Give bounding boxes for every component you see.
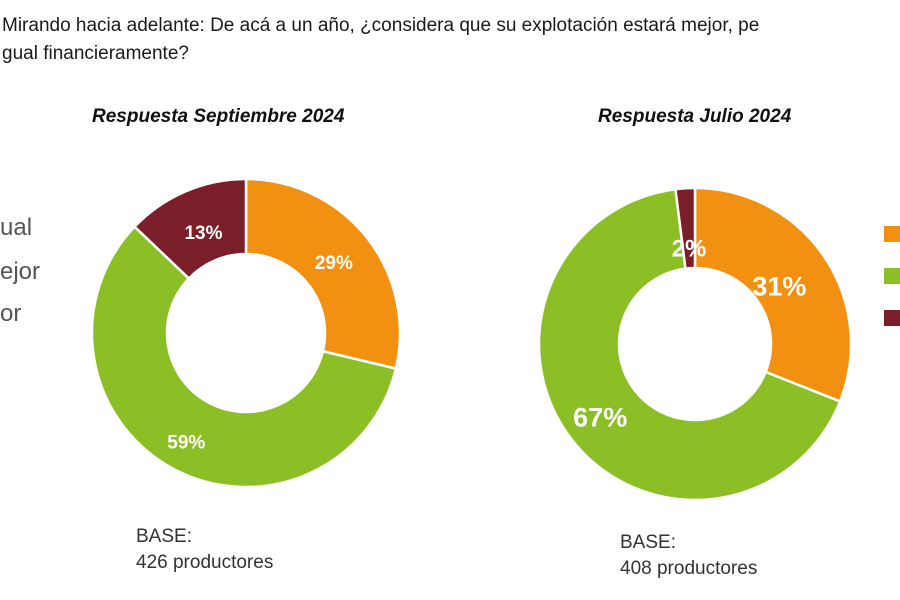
september-slice-label-igual: 29% [315,253,353,274]
question-line-2: gual financieramente? [2,43,189,64]
september-slice-label-peor: 13% [184,223,222,244]
base-label-july: BASE: [620,532,676,553]
base-value-september: 426 productores [136,552,274,573]
chart-title-september: Respuesta Septiembre 2024 [92,106,345,127]
july-slice-label-igual: 31% [752,272,806,302]
legend-marker-maroon [884,310,900,326]
legend-label-mejor: ejor [0,258,41,285]
legend-label-igual: ual [0,214,33,241]
september-slice-mejor [90,224,398,489]
legend-label-peor: or [0,300,22,327]
july-slice-igual [693,186,853,404]
september-slice-label-mejor: 59% [167,432,205,453]
question-text: Mirando hacia adelante: De acá a un año,… [2,12,900,68]
base-label-september: BASE: [136,526,192,547]
base-july: BASE: 408 productores [620,530,757,582]
legend-marker-green [884,268,900,284]
september-slice-igual [244,177,402,371]
base-september: BASE: 426 productores [136,524,273,576]
base-value-july: 408 productores [620,558,758,579]
july-slice-label-mejor: 67% [573,403,627,433]
july-slice-mejor [537,187,842,502]
legend-marker-orange [884,226,900,242]
september-slice-peor [132,177,248,281]
question-line-1: Mirando hacia adelante: De acá a un año,… [2,15,760,36]
chart-title-july: Respuesta Julio 2024 [598,106,792,127]
july-slice-peor [674,186,697,270]
july-slice-label-peor: 2% [672,236,707,263]
